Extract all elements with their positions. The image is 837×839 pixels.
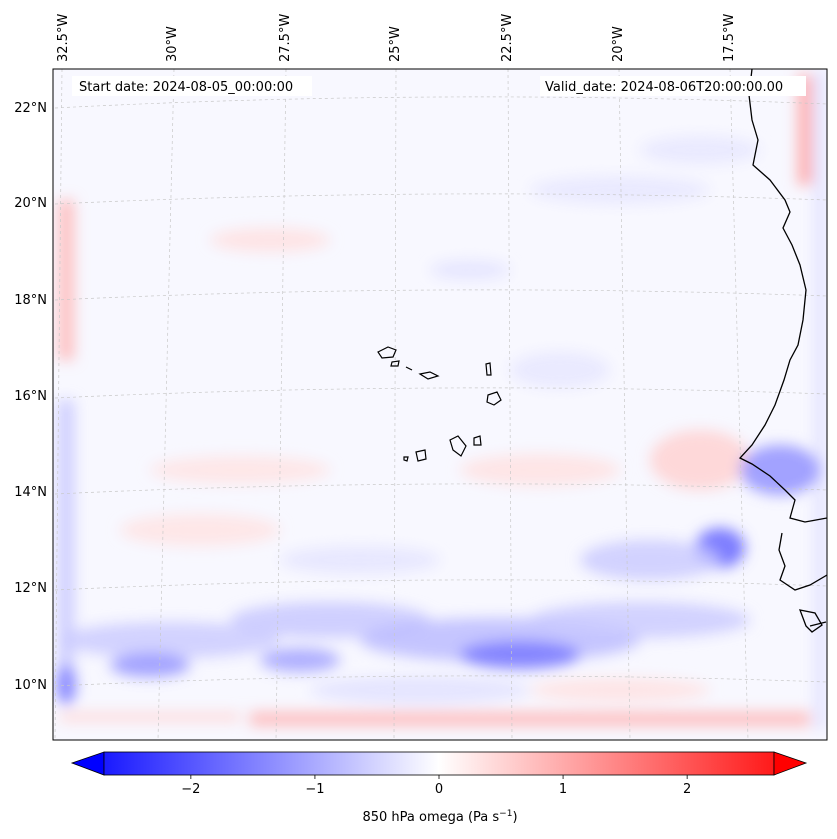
lon-label: 17.5°W — [722, 14, 737, 62]
start-date-label: Start date: 2024-08-05_00:00:00 — [79, 80, 293, 95]
lat-label: 16°N — [14, 389, 47, 404]
lon-labels: 32.5°W 30°W 27.5°W 25°W 22.5°W 20°W 17.5… — [56, 14, 737, 62]
lat-label: 12°N — [14, 581, 47, 596]
lon-label: 32.5°W — [56, 14, 71, 62]
lat-label: 22°N — [14, 101, 47, 116]
lat-label: 18°N — [14, 293, 47, 308]
colorbar-min-extend — [70, 751, 105, 776]
valid-date-box — [540, 76, 806, 96]
lon-label: 22.5°W — [500, 14, 515, 62]
omega-field — [56, 70, 825, 730]
lat-labels: 22°N 20°N 18°N 16°N 14°N 12°N 10°N — [14, 101, 47, 693]
valid-date-label: Valid_date: 2024-08-06T20:00:00.00 — [545, 80, 783, 95]
cape-verde-islands — [377, 346, 502, 462]
colorbar-tick-label: −1 — [305, 782, 324, 797]
colorbar-label: 850 hPa omega (Pa s−1) — [362, 809, 517, 825]
start-date-box — [72, 76, 312, 96]
colorbar-tick-label: 1 — [559, 782, 567, 797]
lon-label: 20°W — [611, 26, 626, 62]
colorbar-tick-label: 2 — [683, 782, 691, 797]
colorbar-max-extend — [773, 751, 808, 776]
map-frame — [52, 68, 828, 741]
lat-label: 10°N — [14, 678, 47, 693]
lon-label: 27.5°W — [278, 14, 293, 62]
colorbar-tick-label: 0 — [435, 782, 443, 797]
lat-label: 14°N — [14, 485, 47, 500]
lon-label: 30°W — [165, 26, 180, 62]
map-panel: Start date: 2024-08-05_00:00:00 Valid_da… — [53, 69, 827, 740]
lat-label: 20°N — [14, 196, 47, 211]
graticule — [54, 69, 827, 740]
colorbar-tick-label: −2 — [181, 782, 200, 797]
colorbar-ticks: −2 −1 0 1 2 — [181, 775, 691, 797]
colorbar-body — [103, 751, 775, 776]
colorbar: −2 −1 0 1 2 850 hPa omega (Pa s−1) — [70, 751, 808, 825]
lon-label: 25°W — [388, 26, 403, 62]
coastline — [738, 69, 827, 633]
